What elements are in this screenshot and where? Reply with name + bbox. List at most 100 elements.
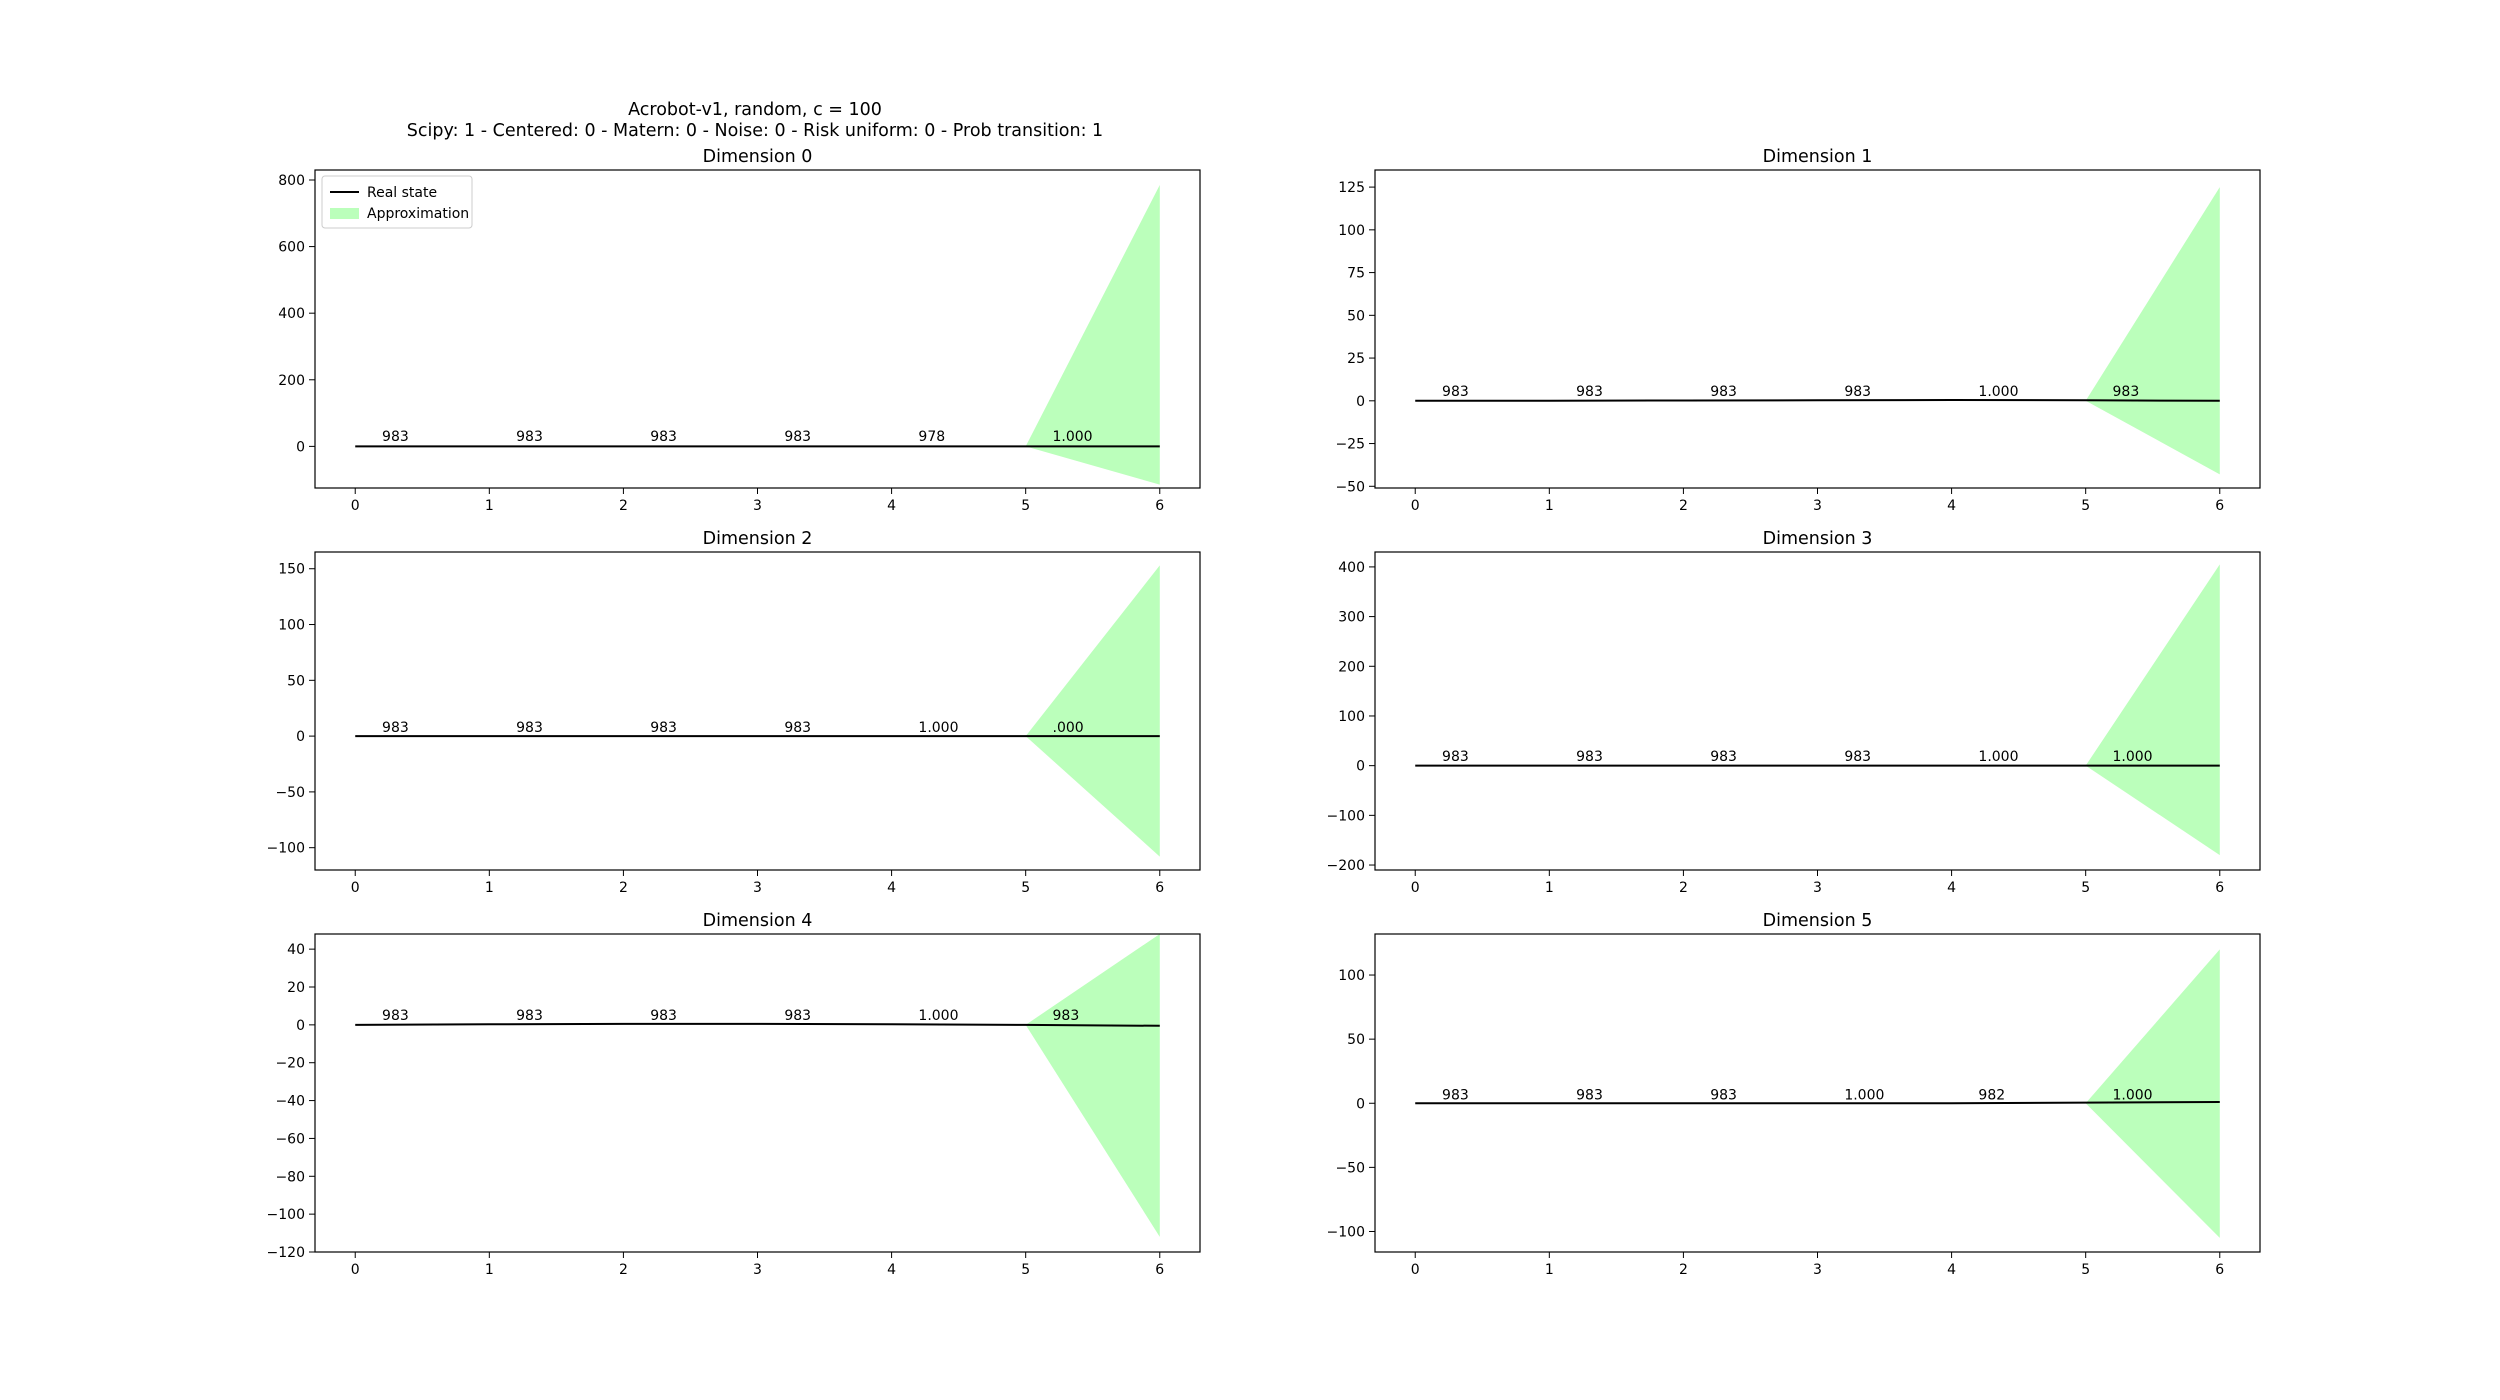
y-tick-label: 75 [1347,266,1365,282]
annotation-label: 983 [2113,384,2140,400]
x-tick-label: 4 [1947,498,1956,514]
panel-title: Dimension 4 [703,911,813,931]
y-tick-label: −50 [275,785,305,801]
annotation-label: 982 [1978,1087,2005,1103]
y-tick-label: 50 [1347,308,1365,324]
annotation-label: 983 [784,720,811,736]
y-tick-label: 0 [296,439,305,455]
x-tick-label: 5 [1021,498,1030,514]
panel-title: Dimension 5 [1763,911,1873,931]
annotation-label: 983 [650,1008,677,1024]
annotation-label: 1.000 [918,1008,958,1024]
x-tick-label: 4 [887,1262,896,1278]
annotation-label: 1.000 [1844,1087,1884,1103]
annotation-label: 983 [382,429,409,445]
x-tick-label: 2 [619,498,628,514]
x-tick-label: 4 [1947,880,1956,896]
y-tick-label: 0 [296,729,305,745]
x-tick-label: 3 [753,1262,762,1278]
approximation-area [2085,564,2220,856]
panel-title: Dimension 0 [703,147,813,167]
x-tick-label: 1 [485,498,494,514]
axes-frame [1374,169,2261,489]
y-tick-label: 150 [278,562,305,578]
annotation-label: 983 [382,720,409,736]
chart-panel-4: 983 983 983 983 1.000 983 0 1 2 3 4 5 6 −120 −100 −80 −6… [267,911,1201,1278]
y-tick-label: −40 [275,1094,305,1110]
chart-panel-1: 983 983 983 983 1.000 983 0 1 2 3 4 5 6 −50 −25 0 25 50 75… [1335,147,2261,514]
x-tick-label: 5 [1021,880,1030,896]
y-tick-label: 20 [287,980,305,996]
legend-real-label: Real state [367,185,437,201]
x-tick-label: 6 [1155,1262,1164,1278]
annotation-label: 1.000 [1053,429,1093,445]
x-tick-label: 4 [1947,1262,1956,1278]
x-tick-label: 5 [1021,1262,1030,1278]
annotation-label: 983 [1442,384,1469,400]
annotation-label: 983 [1576,1087,1603,1103]
annotation-label: 983 [382,1008,409,1024]
annotation-label: 983 [1844,384,1871,400]
y-tick-label: 50 [1347,1032,1365,1048]
annotation-label: 983 [1442,749,1469,765]
x-tick-label: 3 [753,880,762,896]
annotation-label: 1.000 [2113,749,2153,765]
figure-title-line-1: Acrobot-v1, random, c = 100 [628,100,882,120]
y-tick-label: 200 [1338,659,1365,675]
x-tick-label: 5 [2081,1262,2090,1278]
chart-panel-2: 983 983 983 983 1.000 .000 0 1 2 3 4 5 6 −100 −50 0 50 10… [267,529,1201,896]
y-tick-label: 400 [278,306,305,322]
x-tick-label: 6 [2215,498,2224,514]
real-state-line [1415,398,2220,402]
x-tick-label: 2 [619,1262,628,1278]
annotation-label: 983 [1710,749,1737,765]
y-tick-label: −25 [1335,437,1365,453]
x-tick-label: 2 [619,880,628,896]
annotation-label: 983 [1710,384,1737,400]
legend-box [321,175,473,229]
x-tick-label: 0 [1411,880,1420,896]
chart-panel-0: 983 983 983 983 978 1.000 0 1 2 3 4 5 6 0 200 400 600 800… [278,147,1201,514]
y-tick-label: −60 [275,1131,305,1147]
x-tick-label: 0 [351,498,360,514]
x-tick-label: 6 [1155,498,1164,514]
y-tick-label: 25 [1347,351,1365,367]
annotation-label: 1.000 [2113,1087,2153,1103]
y-tick-label: −50 [1335,479,1365,495]
annotation-label: .000 [1053,720,1084,736]
panel-title: Dimension 1 [1763,147,1873,167]
x-tick-label: 1 [1545,1262,1554,1278]
y-tick-label: −50 [1335,1160,1365,1176]
x-tick-label: 5 [2081,880,2090,896]
y-tick-label: 100 [278,618,305,634]
panel-title: Dimension 2 [703,529,813,549]
real-state-line [355,1022,1160,1027]
annotation-label: 1.000 [918,720,958,736]
annotation-label: 1.000 [1978,749,2018,765]
legend-approx-label: Approximation [367,206,469,222]
approximation-area [2085,949,2220,1238]
x-tick-label: 0 [351,1262,360,1278]
approximation-area [2085,187,2220,475]
x-tick-label: 1 [485,1262,494,1278]
x-tick-label: 3 [1813,498,1822,514]
y-tick-label: 40 [287,942,305,958]
x-tick-label: 2 [1679,1262,1688,1278]
annotation-label: 983 [1053,1008,1080,1024]
annotation-label: 983 [650,720,677,736]
x-tick-label: 3 [1813,1262,1822,1278]
y-tick-label: 50 [287,673,305,689]
y-tick-label: 100 [1338,709,1365,725]
y-tick-label: 100 [1338,223,1365,239]
x-tick-label: 0 [1411,498,1420,514]
annotation-label: 983 [1576,384,1603,400]
y-tick-label: 125 [1338,180,1365,196]
annotation-label: 983 [1442,1087,1469,1103]
y-tick-label: 400 [1338,560,1365,576]
y-tick-label: 600 [278,240,305,256]
y-tick-label: 800 [278,173,305,189]
y-tick-label: −20 [275,1056,305,1072]
annotation-label: 983 [1576,749,1603,765]
annotation-label: 983 [784,429,811,445]
